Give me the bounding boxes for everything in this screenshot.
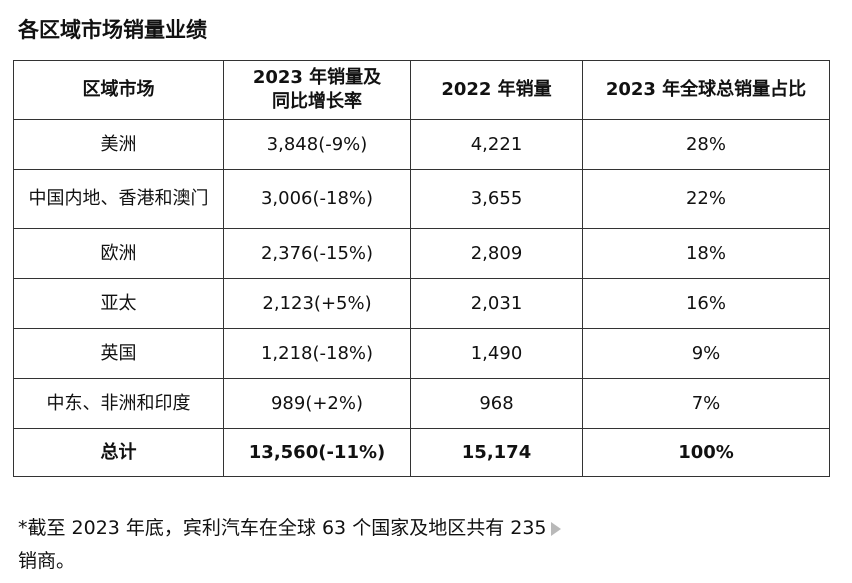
table-row: 中东、非洲和印度 989(+2%) 968 7% — [13, 378, 830, 429]
regional-sales-table: 区域市场 2023 年销量及 同比增长率 2022 年销量 2023 年全球总销… — [13, 60, 830, 477]
cell-total-sales-2023: 13,560(-11%) — [223, 428, 411, 477]
cell-sales-2023: 2,123(+5%) — [223, 278, 411, 329]
footnote-text-1: *截至 2023 年底，宾利汽车在全球 63 个国家及地区共有 235 — [18, 517, 547, 539]
cell-sales-2022: 968 — [410, 378, 583, 429]
header-sales-2022: 2022 年销量 — [410, 60, 583, 120]
table-header-row: 区域市场 2023 年销量及 同比增长率 2022 年销量 2023 年全球总销… — [13, 60, 830, 120]
cell-share: 18% — [582, 228, 830, 279]
cell-region: 中东、非洲和印度 — [13, 378, 224, 429]
cell-region: 英国 — [13, 328, 224, 379]
table-row: 英国 1,218(-18%) 1,490 9% — [13, 328, 830, 379]
header-region: 区域市场 — [13, 60, 224, 120]
cell-region: 美洲 — [13, 119, 224, 170]
header-sales-2023-line1: 2023 年销量及 — [252, 67, 382, 88]
play-arrow-icon[interactable] — [550, 521, 561, 536]
table-total-row: 总计 13,560(-11%) 15,174 100% — [13, 428, 830, 477]
cell-share: 16% — [582, 278, 830, 329]
cell-share: 7% — [582, 378, 830, 429]
page-title: 各区域市场销量业绩 — [18, 18, 207, 42]
cell-total-share: 100% — [582, 428, 830, 477]
cell-region: 中国内地、香港和澳门 — [13, 169, 224, 229]
cell-sales-2022: 3,655 — [410, 169, 583, 229]
table-row: 中国内地、香港和澳门 3,006(-18%) 3,655 22% — [13, 169, 830, 229]
header-share-2023: 2023 年全球总销量占比 — [582, 60, 830, 120]
cell-sales-2023: 1,218(-18%) — [223, 328, 411, 379]
cell-total-label: 总计 — [13, 428, 224, 477]
cell-sales-2022: 4,221 — [410, 119, 583, 170]
footnote-line-2: 销商。 — [18, 550, 76, 572]
footnote: *截至 2023 年底，宾利汽车在全球 63 个国家及地区共有 235 销商。 — [18, 512, 718, 578]
cell-sales-2023: 989(+2%) — [223, 378, 411, 429]
cell-share: 22% — [582, 169, 830, 229]
cell-sales-2023: 3,848(-9%) — [223, 119, 411, 170]
cell-sales-2023: 3,006(-18%) — [223, 169, 411, 229]
cell-sales-2022: 2,031 — [410, 278, 583, 329]
table-row: 亚太 2,123(+5%) 2,031 16% — [13, 278, 830, 329]
cell-share: 9% — [582, 328, 830, 379]
cell-share: 28% — [582, 119, 830, 170]
header-sales-2023-line2: 同比增长率 — [272, 91, 362, 112]
cell-region: 欧洲 — [13, 228, 224, 279]
cell-sales-2023: 2,376(-15%) — [223, 228, 411, 279]
header-sales-2023: 2023 年销量及 同比增长率 — [223, 60, 411, 120]
cell-sales-2022: 1,490 — [410, 328, 583, 379]
table-row: 欧洲 2,376(-15%) 2,809 18% — [13, 228, 830, 279]
cell-total-sales-2022: 15,174 — [410, 428, 583, 477]
cell-region: 亚太 — [13, 278, 224, 329]
table-row: 美洲 3,848(-9%) 4,221 28% — [13, 119, 830, 170]
footnote-line-1: *截至 2023 年底，宾利汽车在全球 63 个国家及地区共有 235 — [18, 512, 718, 545]
cell-sales-2022: 2,809 — [410, 228, 583, 279]
